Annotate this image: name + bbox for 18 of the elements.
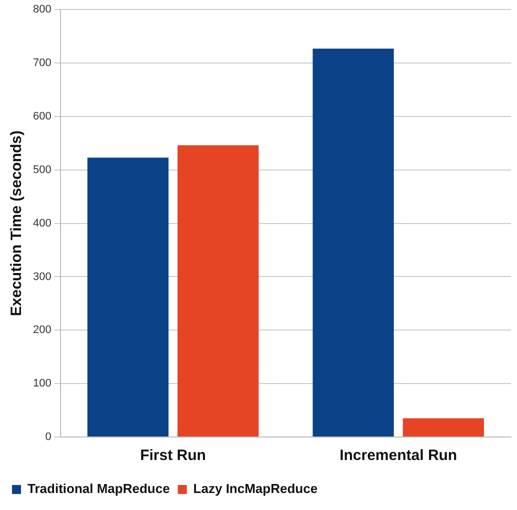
y-tick-label: 700 <box>32 57 52 70</box>
bar <box>312 48 394 436</box>
bar <box>402 418 484 436</box>
y-axis-title: Execution Time (seconds) <box>8 130 26 316</box>
y-tick-label: 400 <box>32 217 52 230</box>
x-tick-label: Incremental Run <box>340 447 458 464</box>
y-tick-label: 500 <box>32 164 52 176</box>
legend-label: Traditional MapReduce <box>28 481 170 496</box>
legend-label: Lazy IncMapReduce <box>193 481 318 496</box>
x-tick-label: First Run <box>140 447 206 464</box>
bar <box>178 145 259 436</box>
y-tick-label: 0 <box>45 431 52 444</box>
y-tick-label: 800 <box>32 4 52 16</box>
y-tick-label: 600 <box>32 110 52 122</box>
y-tick-label: 200 <box>32 324 52 336</box>
y-tick-label: 100 <box>32 378 52 390</box>
bar <box>87 158 169 436</box>
y-tick-label: 300 <box>32 270 52 283</box>
